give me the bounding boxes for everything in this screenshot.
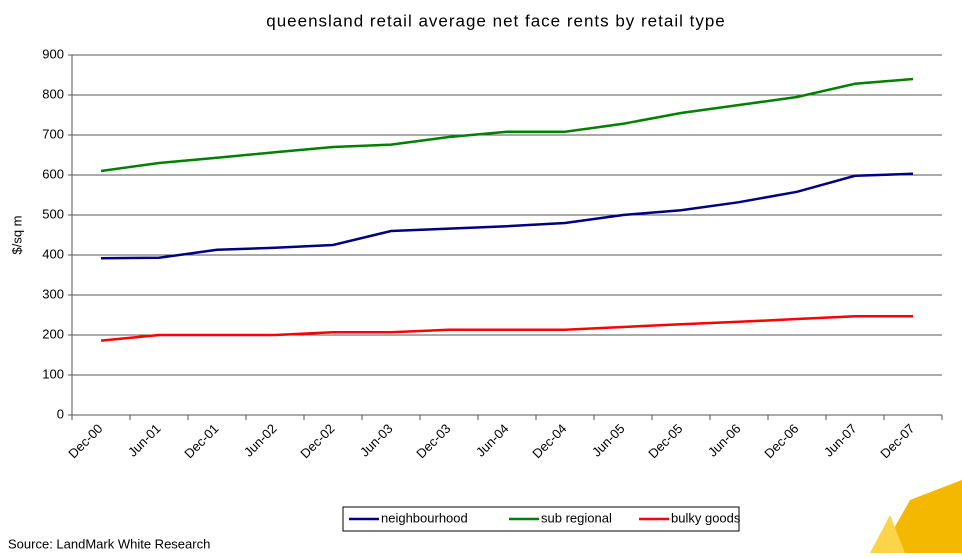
y-tick-label: 300	[42, 286, 64, 301]
x-tick-label: Jun-01	[125, 421, 164, 460]
legend-box	[342, 506, 740, 532]
series-line	[100, 172, 914, 260]
logo-shape	[880, 480, 962, 553]
y-tick-label: 600	[42, 166, 64, 181]
x-tick-label: Jun-05	[589, 421, 628, 460]
x-tick-label: Dec-00	[65, 421, 105, 461]
x-tick-label: Jun-07	[821, 421, 860, 460]
y-tick-label: 200	[42, 326, 64, 341]
source-note: Source: LandMark White Research	[8, 536, 210, 551]
y-tick-label: 800	[42, 86, 64, 101]
logo	[870, 480, 962, 553]
legend-label: neighbourhood	[381, 510, 468, 525]
y-tick-label: 700	[42, 126, 64, 141]
series-line	[100, 77, 914, 173]
x-tick-label: Dec-02	[297, 421, 337, 461]
x-tick-label: Dec-01	[181, 421, 221, 461]
y-axis-label: $/sq m	[9, 215, 24, 254]
x-tick-label: Dec-03	[413, 421, 453, 461]
y-tick-label: 0	[57, 406, 64, 421]
legend-label: bulky goods	[671, 510, 741, 525]
x-tick-label: Jun-03	[357, 421, 396, 460]
x-tick-label: Dec-04	[529, 421, 569, 461]
x-tick-label: Jun-04	[473, 421, 512, 460]
y-tick-label: 500	[42, 206, 64, 221]
x-tick-label: Dec-05	[645, 421, 685, 461]
logo-shape	[870, 515, 905, 553]
y-tick-label: 400	[42, 246, 64, 261]
x-tick-label: Jun-02	[241, 421, 280, 460]
series-line	[100, 314, 913, 342]
legend-label: sub regional	[541, 510, 612, 525]
y-tick-label: 900	[42, 46, 64, 61]
y-tick-label: 100	[42, 366, 64, 381]
x-tick-label: Dec-07	[877, 421, 917, 461]
x-tick-label: Dec-06	[761, 421, 801, 461]
x-tick-label: Jun-06	[705, 421, 744, 460]
chart-title: queensland retail average net face rents…	[266, 11, 725, 30]
